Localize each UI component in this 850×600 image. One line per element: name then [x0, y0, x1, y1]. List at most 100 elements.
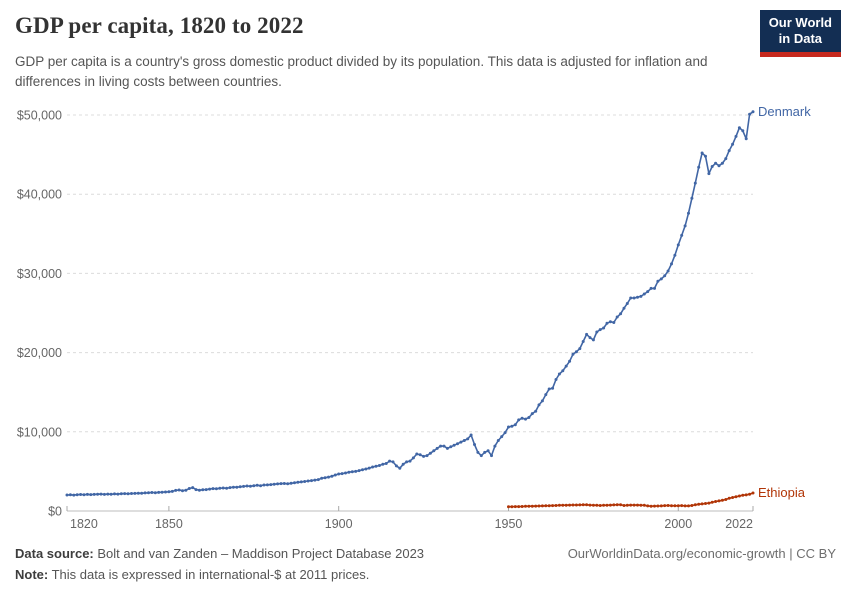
data-point-denmark — [150, 491, 154, 494]
line-denmark[interactable] — [66, 111, 754, 496]
data-point-denmark — [197, 488, 201, 492]
data-point-denmark — [82, 493, 86, 497]
data-point-denmark — [242, 484, 246, 488]
data-point-denmark — [177, 488, 181, 492]
x-axis-tick-label: 1950 — [495, 517, 523, 531]
data-point-denmark — [211, 487, 215, 491]
owid-logo-line1: Our World — [768, 15, 832, 30]
data-point-denmark — [262, 483, 266, 487]
data-point-denmark — [500, 435, 504, 439]
y-axis-tick-label: $40,000 — [17, 188, 62, 202]
data-point-denmark — [116, 492, 120, 496]
data-point-denmark — [289, 481, 293, 485]
data-point-denmark — [625, 302, 629, 305]
data-point-denmark — [364, 467, 368, 471]
data-point-denmark — [323, 476, 327, 480]
data-point-denmark — [751, 110, 755, 114]
data-point-denmark — [221, 486, 225, 490]
data-point-denmark — [225, 486, 229, 490]
data-point-denmark — [75, 493, 79, 497]
data-point-denmark — [408, 459, 412, 463]
x-axis-tick-label: 1820 — [70, 517, 98, 531]
data-point-denmark — [245, 484, 249, 488]
data-point-denmark — [296, 480, 300, 484]
data-point-denmark — [486, 449, 490, 453]
data-point-ethiopia — [656, 504, 660, 508]
data-point-denmark — [394, 464, 398, 468]
series-label-ethiopia[interactable]: Ethiopia — [758, 485, 805, 501]
data-point-denmark — [191, 486, 195, 490]
data-point-denmark — [639, 294, 643, 298]
data-point-ethiopia — [612, 503, 616, 507]
data-point-denmark — [330, 474, 334, 478]
data-point-denmark — [126, 492, 130, 496]
data-point-denmark — [591, 338, 595, 342]
footer-attribution: OurWorldinData.org/economic-growth | CC … — [568, 546, 836, 561]
data-point-denmark — [350, 470, 354, 474]
data-point-denmark — [99, 492, 103, 496]
data-point-denmark — [714, 161, 718, 165]
data-point-denmark — [435, 446, 439, 450]
data-point-denmark — [401, 462, 405, 466]
owid-logo[interactable]: Our World in Data — [759, 10, 841, 57]
data-point-ethiopia — [653, 504, 656, 508]
data-point-denmark — [615, 315, 619, 319]
data-point-denmark — [415, 452, 419, 456]
data-point-ethiopia — [741, 493, 745, 497]
data-point-denmark — [184, 488, 188, 492]
series-label-denmark[interactable]: Denmark — [758, 103, 811, 119]
data-point-denmark — [344, 471, 347, 475]
data-point-denmark — [717, 164, 721, 168]
license-link[interactable]: CC BY — [796, 546, 836, 561]
data-point-denmark — [673, 253, 677, 257]
data-point-ethiopia — [663, 504, 667, 508]
data-point-ethiopia — [513, 505, 517, 509]
data-point-denmark — [547, 387, 551, 391]
data-point-denmark — [734, 134, 738, 138]
data-point-denmark — [85, 492, 89, 496]
data-point-denmark — [153, 491, 157, 495]
chart-footer: Data source: Bolt and van Zanden – Maddi… — [15, 546, 836, 588]
data-point-ethiopia — [540, 504, 544, 508]
data-point-denmark — [466, 437, 470, 441]
note-label: Note: — [15, 567, 49, 582]
data-point-denmark — [347, 470, 351, 474]
data-point-denmark — [422, 454, 426, 458]
owid-url-link[interactable]: OurWorldinData.org/economic-growth — [567, 546, 786, 561]
data-source-line: Data source: Bolt and van Zanden – Maddi… — [15, 546, 424, 561]
data-point-denmark — [561, 369, 565, 373]
data-point-denmark — [201, 488, 205, 492]
data-point-denmark — [327, 475, 330, 479]
note-text: This data is expressed in international-… — [48, 567, 370, 582]
data-point-denmark — [418, 453, 422, 457]
data-point-ethiopia — [751, 491, 755, 495]
data-point-ethiopia — [687, 504, 690, 508]
data-source-text: Bolt and van Zanden – Maddison Project D… — [93, 546, 425, 561]
data-point-denmark — [571, 352, 575, 356]
data-point-denmark — [537, 403, 541, 407]
data-point-ethiopia — [622, 504, 626, 507]
data-point-ethiopia — [568, 503, 572, 507]
data-point-denmark — [503, 431, 507, 435]
data-point-denmark — [741, 129, 745, 133]
data-point-denmark — [354, 469, 358, 473]
data-point-ethiopia — [619, 503, 623, 507]
data-point-denmark — [707, 172, 711, 176]
data-point-denmark — [629, 296, 633, 300]
data-point-denmark — [231, 485, 235, 489]
data-point-denmark — [680, 233, 684, 237]
data-point-denmark — [119, 492, 123, 496]
data-point-denmark — [340, 472, 344, 476]
data-point-denmark — [106, 492, 110, 496]
data-point-ethiopia — [578, 503, 582, 507]
data-point-ethiopia — [588, 503, 592, 507]
data-point-denmark — [612, 321, 616, 324]
data-point-denmark — [357, 469, 361, 473]
data-point-denmark — [551, 386, 555, 390]
data-point-denmark — [670, 262, 673, 266]
data-point-denmark — [720, 161, 724, 165]
data-point-denmark — [109, 492, 113, 496]
data-point-denmark — [113, 492, 116, 496]
data-point-denmark — [605, 321, 609, 325]
